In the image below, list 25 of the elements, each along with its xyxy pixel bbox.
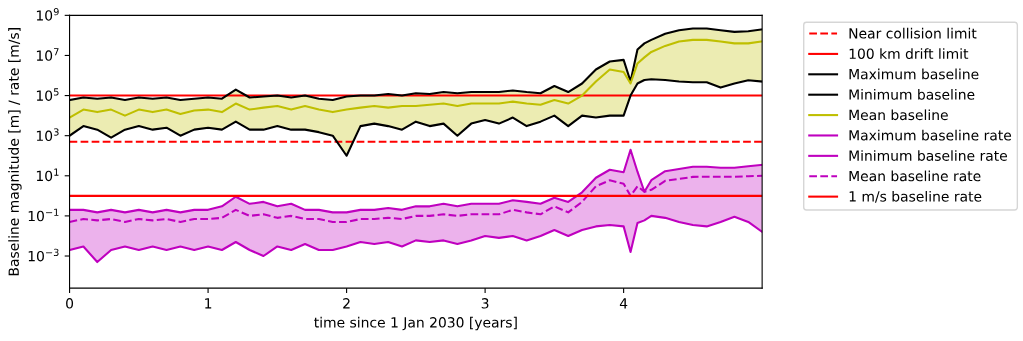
legend-label: Minimum baseline rate: [849, 150, 1007, 161]
line-series: [69, 38, 763, 119]
x-tick-label: 1: [205, 298, 212, 309]
x-tick-label: 2: [343, 298, 350, 309]
y-tick-label: 10$^{−1}$: [28, 208, 59, 222]
y-tick-label: 10$^{3}$: [36, 128, 59, 142]
legend-label: 1 m/s baseline rate: [849, 190, 982, 203]
y-axis-title: Baseline magnitude [m] / rate [m/s]: [8, 28, 22, 276]
x-tick-label: 3: [481, 298, 489, 309]
x-axis-title: time since 1 Jan 2030 [years]: [314, 316, 517, 331]
x-tick-label: 0: [66, 298, 74, 309]
y-tick-label: 10$^{9}$: [36, 7, 59, 21]
y-tick-label: 10$^{−3}$: [28, 248, 59, 262]
legend-label: 100 km drift limit: [849, 48, 969, 59]
y-tick-label: 10$^{5}$: [36, 88, 59, 101]
legend-label: Minimum baseline: [849, 89, 975, 100]
legend-label: Maximum baseline: [849, 68, 979, 80]
x-tick-label: 4: [619, 298, 628, 309]
y-tick-label: 10$^{1}$: [36, 168, 59, 182]
line-series: [69, 214, 763, 264]
legend-label: Near collision limit: [849, 27, 977, 39]
y-tick-label: 10$^{7}$: [36, 48, 59, 61]
legend-label: Mean baseline: [849, 109, 948, 121]
legend-label: Mean baseline rate: [849, 170, 981, 182]
legend-label: Maximum baseline rate: [849, 129, 1012, 141]
